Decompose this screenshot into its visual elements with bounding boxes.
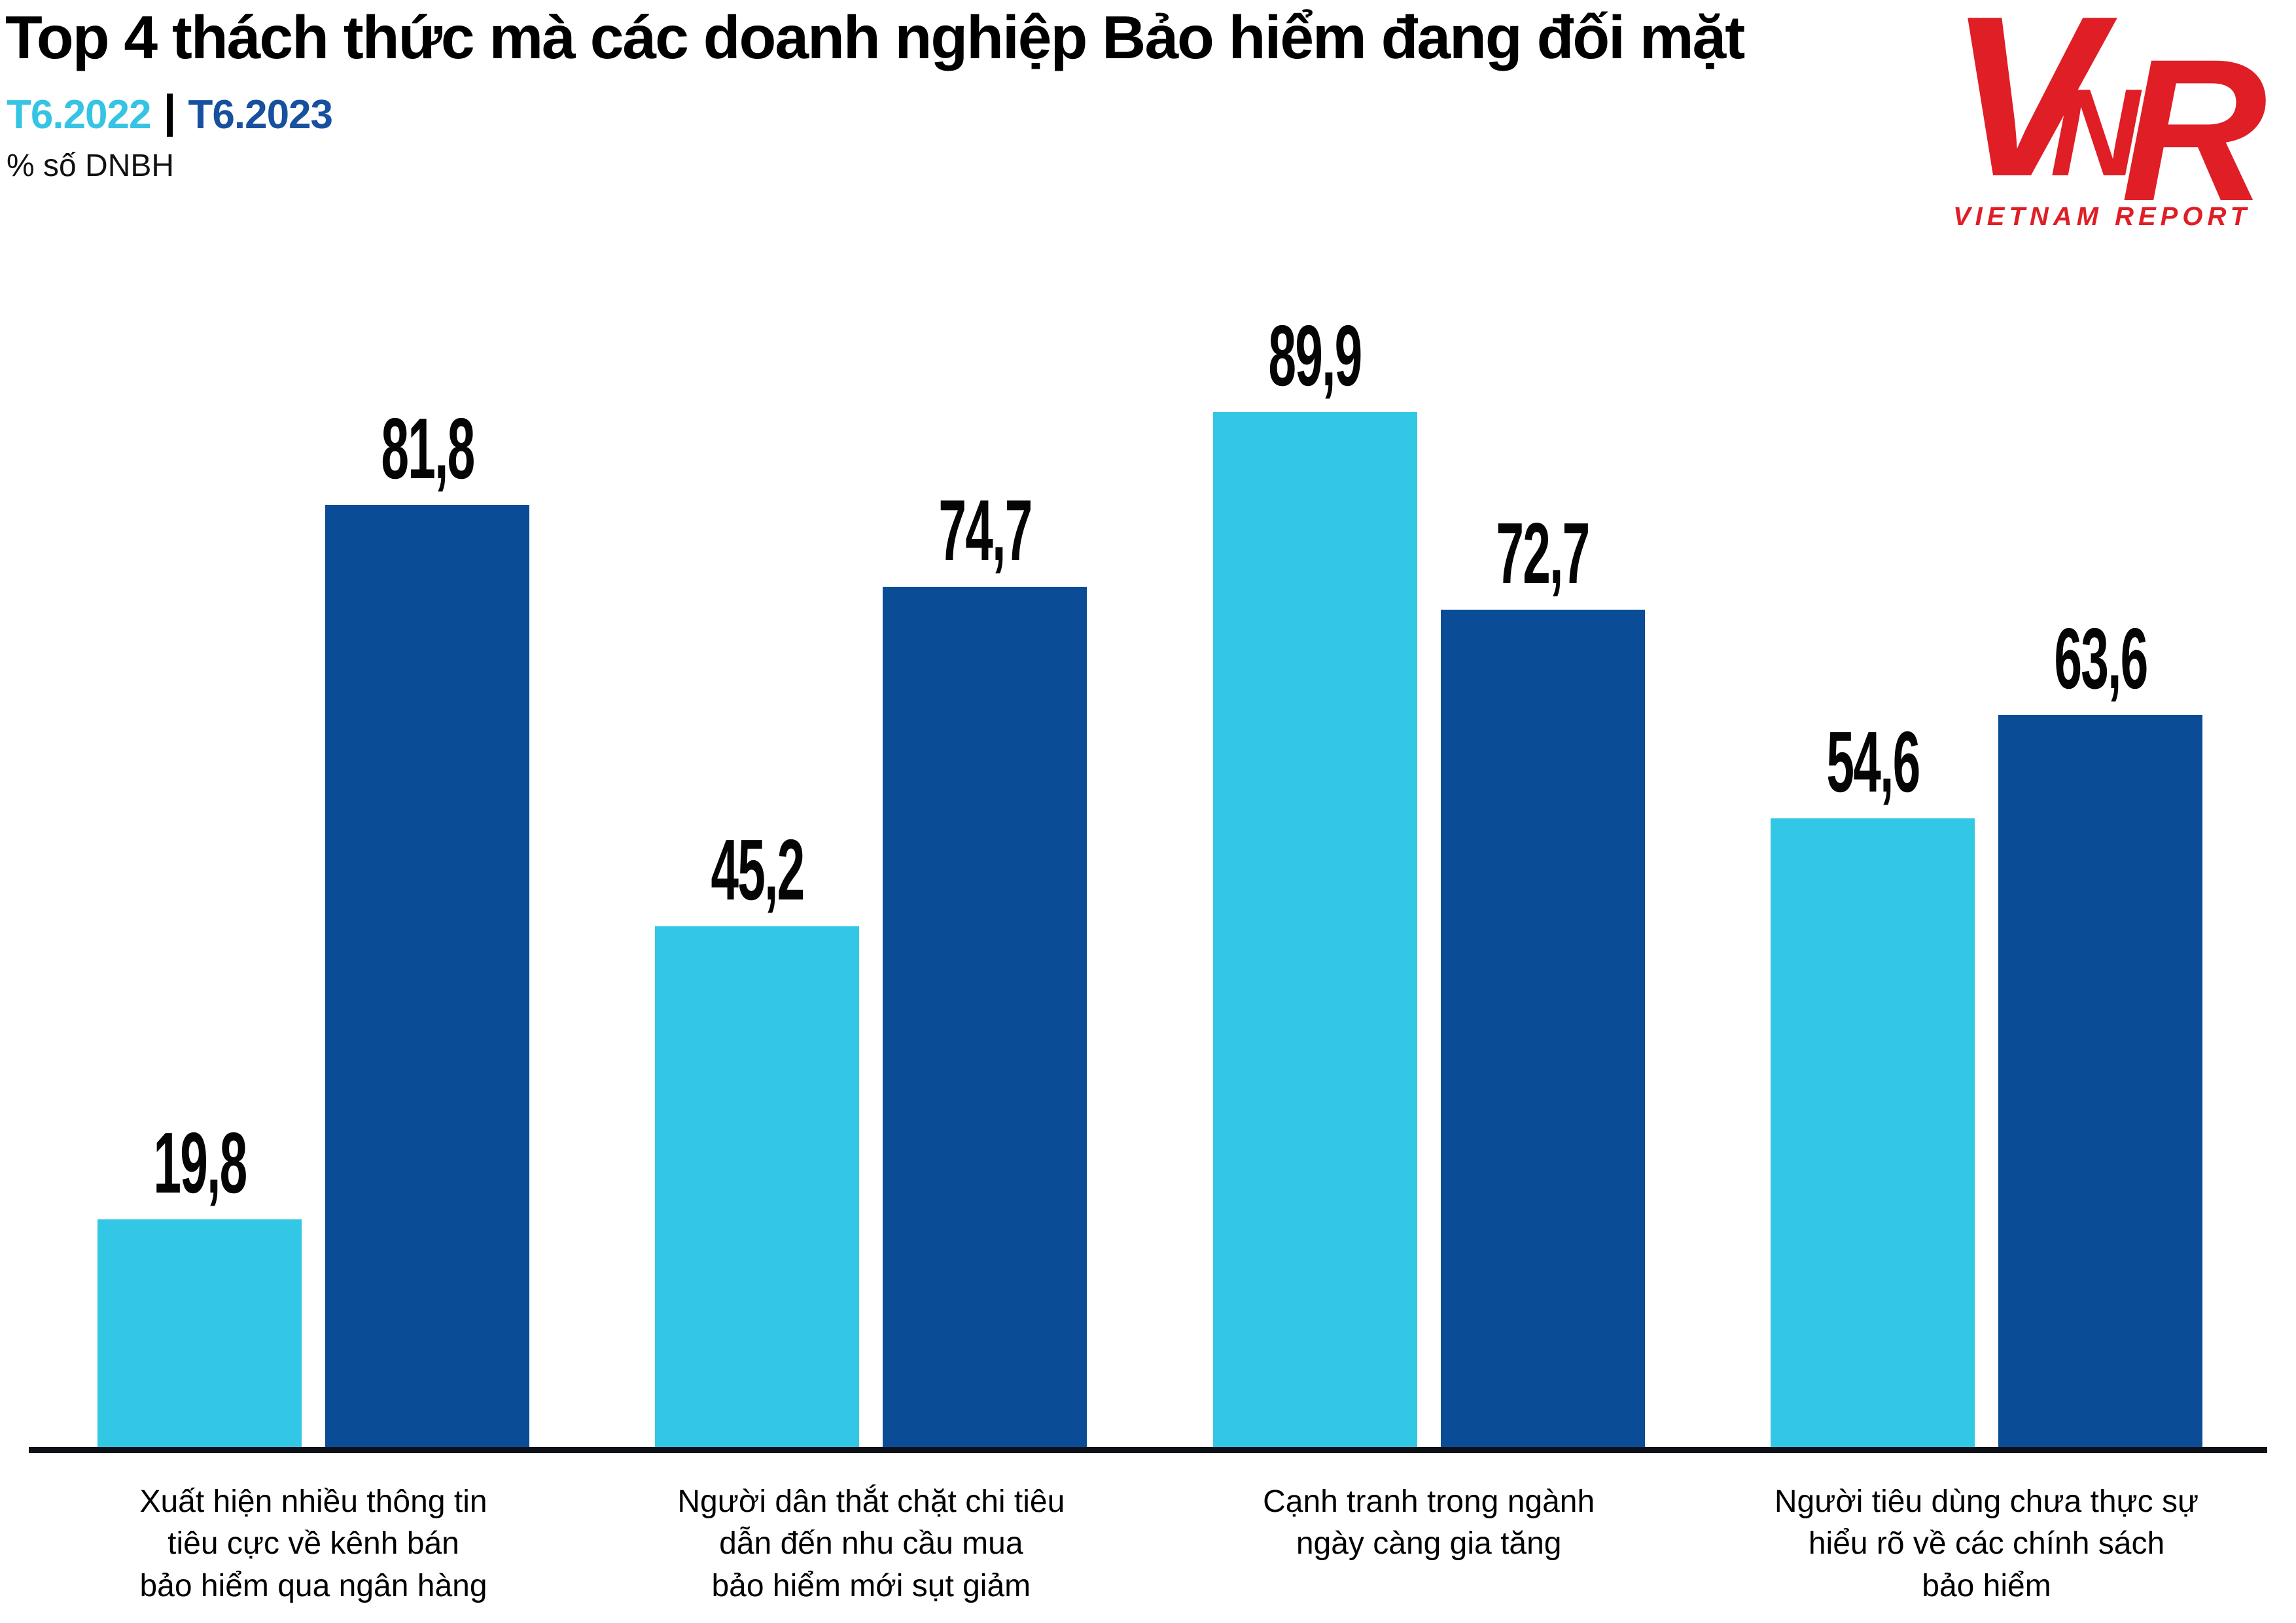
bar-column-T6.2022: 45,2 xyxy=(655,822,860,1447)
category-label: Người tiêu dùng chưa thực sự hiểu rõ về … xyxy=(1774,1484,2199,1603)
bar-T6.2022 xyxy=(655,926,860,1447)
bar-T6.2023 xyxy=(325,505,529,1447)
bar-group: 89,9 72,7 Cạnh tranh trong ngành ngày càng… xyxy=(1212,307,1645,1561)
category-label: Người dân thắt chặt chi tiêu dẫn đến nhu… xyxy=(677,1484,1065,1603)
bar-value-label: 89,9 xyxy=(1268,307,1363,404)
bar-group: 19,8 81,8 Xuất hiện nhiều thông tin tiêu c… xyxy=(97,400,529,1603)
logo-caption: VIETNAM REPORT xyxy=(1953,202,2251,230)
bar-column-T6.2023: 63,6 xyxy=(1998,610,2202,1447)
page-title: Top 4 thách thức mà các doanh nghiệp Bảo… xyxy=(5,3,1745,71)
unit-label: % số DNBH xyxy=(7,148,175,183)
x-axis-line xyxy=(29,1447,2267,1453)
bar-column-T6.2023: 81,8 xyxy=(325,400,529,1447)
bar-group: 54,6 63,6 Người tiêu dùng chưa thực sự hiể… xyxy=(1770,610,2202,1603)
logo-letter-r: R xyxy=(2121,16,2267,230)
bar-column-T6.2022: 89,9 xyxy=(1212,307,1417,1447)
logo-letter-group: V N R VIETNAM REPORT xyxy=(1952,4,2267,230)
logo-letter-v: V xyxy=(1952,4,2121,224)
bar-column-T6.2022: 19,8 xyxy=(97,1115,302,1447)
bar-value-label: 19,8 xyxy=(152,1115,247,1212)
bar-T6.2022 xyxy=(1212,412,1417,1447)
legend-item-t6-2022: T6.2022 xyxy=(7,92,152,137)
category-label: Xuất hiện nhiều thông tin tiêu cực về kê… xyxy=(139,1484,487,1603)
bar-value-label: 81,8 xyxy=(380,400,475,497)
bar-value-label: 63,6 xyxy=(2053,610,2148,707)
bar-T6.2023 xyxy=(1440,610,1645,1447)
bar-value-label: 45,2 xyxy=(711,822,805,918)
logo-letter-n: N xyxy=(2050,63,2142,202)
bar-T6.2023 xyxy=(1998,715,2202,1447)
bar-group: 45,2 74,7 Người dân thắt chặt chi tiêu dẫn… xyxy=(655,482,1087,1603)
chart-legend: T6.2022 T6.2023 xyxy=(7,92,334,138)
category-label: Cạnh tranh trong ngành ngày càng gia tăn… xyxy=(1263,1484,1595,1562)
legend-separator xyxy=(166,93,173,137)
bar-value-label: 54,6 xyxy=(1826,714,1920,811)
legend-item-t6-2023: T6.2023 xyxy=(188,92,334,137)
bar-column-T6.2023: 72,7 xyxy=(1440,505,1645,1447)
bar-value-label: 74,7 xyxy=(938,482,1033,579)
bar-column-T6.2023: 74,7 xyxy=(883,482,1087,1447)
vietnam-report-logo: V N R VIETNAM REPORT xyxy=(1952,4,2267,230)
bar-T6.2023 xyxy=(883,587,1087,1447)
bar-T6.2022 xyxy=(97,1219,302,1447)
bar-T6.2022 xyxy=(1770,818,1975,1447)
bar-column-T6.2022: 54,6 xyxy=(1770,714,1975,1447)
chart-groups: 19,8 81,8 Xuất hiện nhiều thông tin tiêu c… xyxy=(97,307,2202,1603)
bar-value-label: 72,7 xyxy=(1496,505,1591,602)
